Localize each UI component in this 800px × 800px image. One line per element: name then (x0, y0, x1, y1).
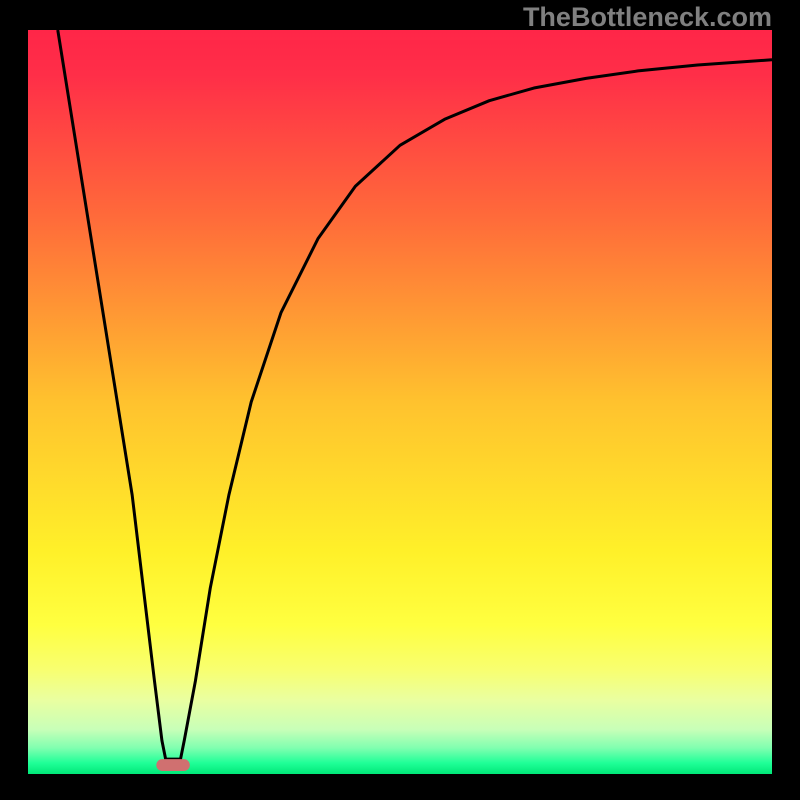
optimal-marker (156, 759, 189, 771)
watermark-text: TheBottleneck.com (523, 2, 772, 33)
chart-container: TheBottleneck.com (0, 0, 800, 800)
chart-svg (28, 30, 772, 774)
plot-area (28, 30, 772, 774)
gradient-background (28, 30, 772, 774)
